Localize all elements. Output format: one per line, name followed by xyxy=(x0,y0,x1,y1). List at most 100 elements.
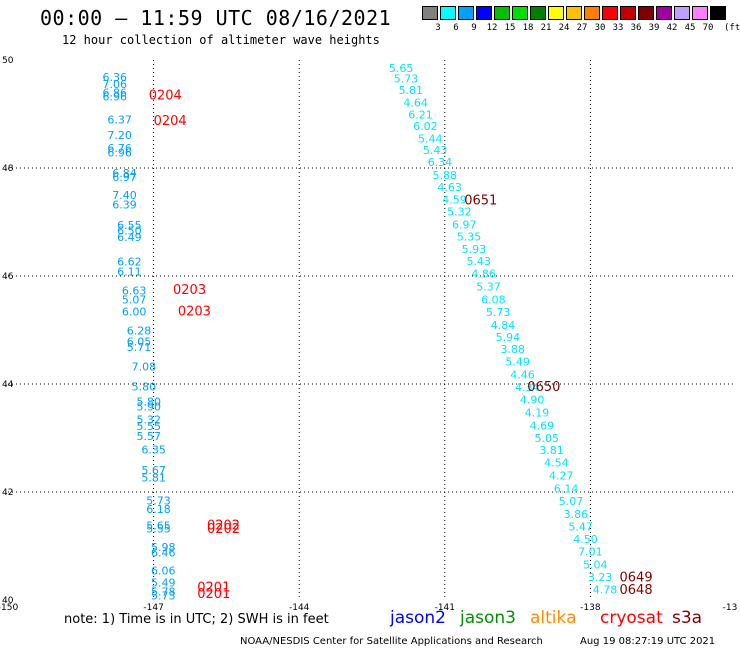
wave-height-value: 5.73 xyxy=(486,306,511,319)
wave-height-value: 6.34 xyxy=(428,156,453,169)
wave-height-value: 7.40 xyxy=(112,189,137,202)
wave-height-value: 5.55 xyxy=(146,523,171,536)
wave-height-value: 5.71 xyxy=(127,341,152,354)
wave-height-value: 6.62 xyxy=(117,256,142,269)
wave-height-value: 4.50 xyxy=(573,533,598,546)
wave-height-value: 5.78 xyxy=(151,586,176,599)
wave-height-value: 4.78 xyxy=(593,584,618,597)
legend-swatch xyxy=(692,6,708,20)
wave-height-value: 4.34 xyxy=(515,381,540,394)
wave-height-value: 5.88 xyxy=(433,169,458,182)
wave-height-value: 7.08 xyxy=(132,361,157,374)
wave-height-value: 5.35 xyxy=(457,230,482,243)
wave-height-value: 5.90 xyxy=(136,400,161,413)
lon-tick-label: -141 xyxy=(435,603,455,613)
legend-swatch xyxy=(494,6,510,20)
wave-height-value: 3.23 xyxy=(588,571,613,584)
wave-height-value: 5.94 xyxy=(496,331,521,344)
wave-height-value: 6.06 xyxy=(151,565,176,578)
legend-swatch xyxy=(638,6,654,20)
legend-label: 45 xyxy=(684,23,696,33)
wave-height-value: 6.84 xyxy=(112,167,137,180)
legend-label: 27 xyxy=(576,23,588,33)
wave-height-value: 6.21 xyxy=(408,108,433,121)
pass-time-label: 0201 xyxy=(197,580,230,595)
wave-height-value: 6.36 xyxy=(103,71,128,84)
legend-swatch xyxy=(566,6,582,20)
wave-height-value: 6.00 xyxy=(122,305,147,318)
wave-height-value: 5.32 xyxy=(447,206,472,219)
lon-tick-label: -144 xyxy=(289,603,310,613)
wave-height-value: 5.73 xyxy=(394,73,419,86)
wave-height-value: 4.69 xyxy=(530,419,555,432)
wave-height-value: 6.55 xyxy=(117,219,142,232)
legend-label: 36 xyxy=(630,23,642,33)
wave-height-value: 6.37 xyxy=(107,114,132,127)
wave-height-value: 7.01 xyxy=(578,546,603,559)
wave-height-value: 4.54 xyxy=(544,457,569,470)
wave-height-value: 4.59 xyxy=(442,194,467,207)
wave-height-value: 5.98 xyxy=(151,541,176,554)
wave-height-value: 5.47 xyxy=(568,520,593,533)
legend-label: 70 xyxy=(702,23,714,33)
wave-height-value: 6.86 xyxy=(103,87,128,100)
pass-time-label: 0204 xyxy=(149,88,182,103)
wave-height-value: 5.73 xyxy=(146,494,171,507)
legend-label: 30 xyxy=(594,23,606,33)
wave-height-value: 6.97 xyxy=(112,171,137,184)
pass-time-label: 0201 xyxy=(197,587,230,602)
wave-height-value: 5.65 xyxy=(146,519,171,532)
legend-label: 6 xyxy=(453,23,459,33)
wave-height-value: 5.81 xyxy=(141,472,166,485)
wave-height-value: 6.05 xyxy=(127,336,152,349)
pass-time-label: 0651 xyxy=(464,194,497,209)
wave-height-value: 5.57 xyxy=(136,430,161,443)
wave-height-value: 6.96 xyxy=(107,147,132,160)
lat-tick-label: 40 xyxy=(2,596,14,606)
wave-height-value: 5.80 xyxy=(136,396,161,409)
legend-label: 24 xyxy=(558,23,570,33)
wave-height-value: 5.73 xyxy=(151,589,176,602)
satellite-label-cryosat: cryosat xyxy=(600,608,663,628)
wave-height-value: 6.76 xyxy=(107,142,132,155)
wave-height-value: 6.08 xyxy=(481,294,506,307)
legend-swatch xyxy=(584,6,600,20)
wave-height-value: 6.18 xyxy=(146,503,171,516)
lon-tick-label: -138 xyxy=(580,603,601,613)
generation-timestamp: Aug 19 08:27:19 UTC 2021 xyxy=(580,636,716,647)
wave-height-value: 5.05 xyxy=(534,432,559,445)
wave-height-value: 5.81 xyxy=(399,84,424,97)
wave-height-value: 3.88 xyxy=(500,343,525,356)
satellite-label-altika: altika xyxy=(530,608,577,628)
wave-height-value: 6.46 xyxy=(151,546,176,559)
lon-tick-label: -147 xyxy=(143,603,163,613)
lon-tick-label: -13 xyxy=(723,603,738,613)
pass-time-label: 0203 xyxy=(173,283,206,298)
credit-line: NOAA/NESDIS Center for Satellite Applica… xyxy=(240,636,543,647)
legend-swatch xyxy=(710,6,726,20)
pass-time-label: 0648 xyxy=(620,583,653,598)
pass-time-label: 0202 xyxy=(207,522,240,537)
legend-label: 12 xyxy=(486,23,498,33)
lat-tick-label: 46 xyxy=(2,272,14,282)
satellite-label-jason3: jason3 xyxy=(460,608,516,628)
wave-height-value: 4.27 xyxy=(549,470,574,483)
wave-height-value: 4.90 xyxy=(520,393,545,406)
lon-tick-label: -150 xyxy=(0,603,18,613)
wave-height-value: 4.84 xyxy=(491,319,516,332)
wave-height-value: 5.55 xyxy=(136,420,161,433)
wave-height-value: 4.46 xyxy=(510,369,535,382)
wave-height-value: 5.32 xyxy=(136,413,161,426)
pass-time-label: 0204 xyxy=(154,114,187,129)
wave-height-value: 5.49 xyxy=(505,356,530,369)
wave-height-value: 4.86 xyxy=(471,268,496,281)
legend-swatch xyxy=(620,6,636,20)
pass-time-label: 0650 xyxy=(527,380,560,395)
legend-label: 15 xyxy=(504,23,516,33)
pass-time-label: 0203 xyxy=(178,304,211,319)
wave-height-value: 6.97 xyxy=(452,218,477,231)
wave-height-value: 7.20 xyxy=(107,129,132,142)
legend-swatch xyxy=(422,6,438,20)
legend-label: 39 xyxy=(648,23,660,33)
